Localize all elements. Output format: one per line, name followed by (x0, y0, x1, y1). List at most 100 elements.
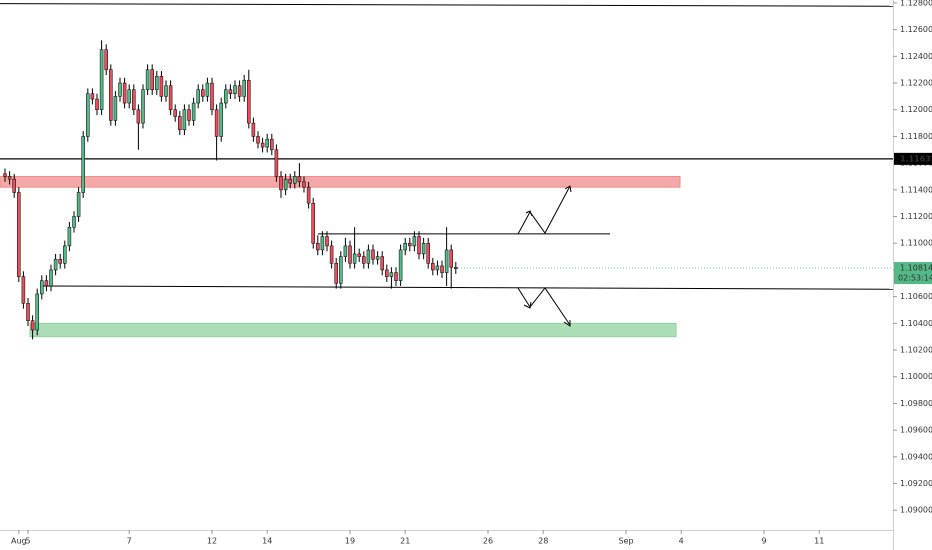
candle-body (26, 303, 30, 321)
candle-body (3, 173, 7, 177)
candle-body (421, 242, 426, 255)
candle-body (44, 280, 49, 287)
candle-body (173, 109, 177, 117)
x-tick-label: 19 (345, 537, 355, 546)
candle-body (320, 236, 325, 251)
x-tick-label: 12 (207, 537, 217, 546)
candle-body (187, 109, 191, 121)
candle-body (412, 236, 417, 247)
x-tick-label: 4 (679, 537, 684, 546)
candle-body (362, 256, 366, 264)
candle-body (196, 89, 200, 104)
candle-body (311, 202, 315, 244)
y-tick-label: 1.11200 (900, 212, 932, 221)
y-tick-label: 1.11400 (900, 185, 932, 194)
candle-body (302, 181, 306, 188)
y-tick-label: 1.10400 (900, 319, 932, 328)
candle-body (251, 122, 256, 137)
candle-body (256, 136, 260, 144)
candle-body (329, 245, 334, 264)
candle-body (168, 85, 173, 110)
candles (3, 40, 458, 340)
candle-body (288, 178, 292, 184)
candle-body (454, 267, 458, 269)
candle-body (426, 242, 430, 264)
y-tick-label: 1.12000 (900, 105, 932, 114)
trend-line (0, 3, 894, 7)
candle-body (132, 89, 136, 110)
candle-body (76, 192, 81, 217)
candle-body (417, 236, 421, 255)
candle-body (325, 236, 329, 247)
candle-body (247, 80, 251, 124)
candle-body (35, 293, 39, 331)
candle-body (343, 245, 348, 257)
candle-body (155, 76, 159, 90)
arrow-down-path (517, 287, 571, 326)
candle-body (371, 249, 375, 260)
candle-body (366, 249, 371, 264)
candle-body (72, 216, 76, 228)
x-tick-label: 26 (483, 537, 493, 546)
candle-body (201, 89, 205, 97)
candle-body (63, 245, 67, 264)
candle-body (67, 226, 72, 247)
candle-body (219, 102, 223, 137)
candle-body (7, 176, 12, 180)
candle-body (357, 253, 361, 257)
candle-body (53, 259, 58, 271)
y-tick-label: 1.09800 (900, 399, 932, 408)
candle-body (279, 176, 283, 191)
y-tick-label: 1.12600 (900, 25, 932, 34)
y-tick-label: 1.10600 (900, 292, 932, 301)
x-tick-label: 11 (814, 537, 824, 546)
candle-body (178, 116, 182, 131)
candle-body (21, 276, 26, 304)
candle-body (141, 89, 145, 124)
zone (0, 175, 681, 188)
candle-body (385, 269, 389, 277)
candle-body (40, 280, 44, 295)
y-tick-label: 1.09400 (900, 452, 932, 461)
y-tick-label: 1.12400 (900, 52, 932, 61)
candle-body (81, 136, 85, 193)
candle-body (104, 49, 108, 70)
candle-body (352, 253, 357, 264)
candle-body (136, 109, 141, 124)
candle-body (306, 186, 311, 204)
candle-body (283, 178, 288, 191)
candle-body (214, 109, 219, 137)
level-label: 1.11632 (900, 154, 932, 163)
candle-body (435, 265, 440, 271)
last-price-box (894, 262, 932, 285)
y-tick-label: 1.10200 (900, 346, 932, 355)
candle-body (205, 82, 210, 97)
candle-body (122, 82, 127, 104)
candle-body (95, 98, 99, 110)
candle-body (30, 320, 35, 331)
arrow-head (525, 210, 533, 217)
candle-body (86, 93, 90, 137)
candle-body (12, 178, 16, 193)
candle-body (375, 256, 380, 260)
candle-body (242, 80, 246, 97)
candle-body (297, 176, 302, 183)
trend-line (42, 285, 894, 290)
candle-body (233, 85, 237, 94)
candle-body (334, 263, 338, 284)
candle-body (444, 249, 449, 273)
candle-body (118, 82, 122, 97)
arrow-up-path (517, 185, 571, 235)
candle-body (127, 89, 131, 104)
candle-body (274, 149, 279, 177)
y-tick-label: 1.10000 (900, 372, 932, 381)
candle-body (49, 269, 53, 287)
candle-body (99, 49, 104, 110)
candle-body (449, 249, 453, 268)
candle-body (90, 93, 95, 100)
candle-body (159, 76, 164, 97)
candle-body (17, 192, 21, 277)
candle-body (150, 69, 154, 90)
